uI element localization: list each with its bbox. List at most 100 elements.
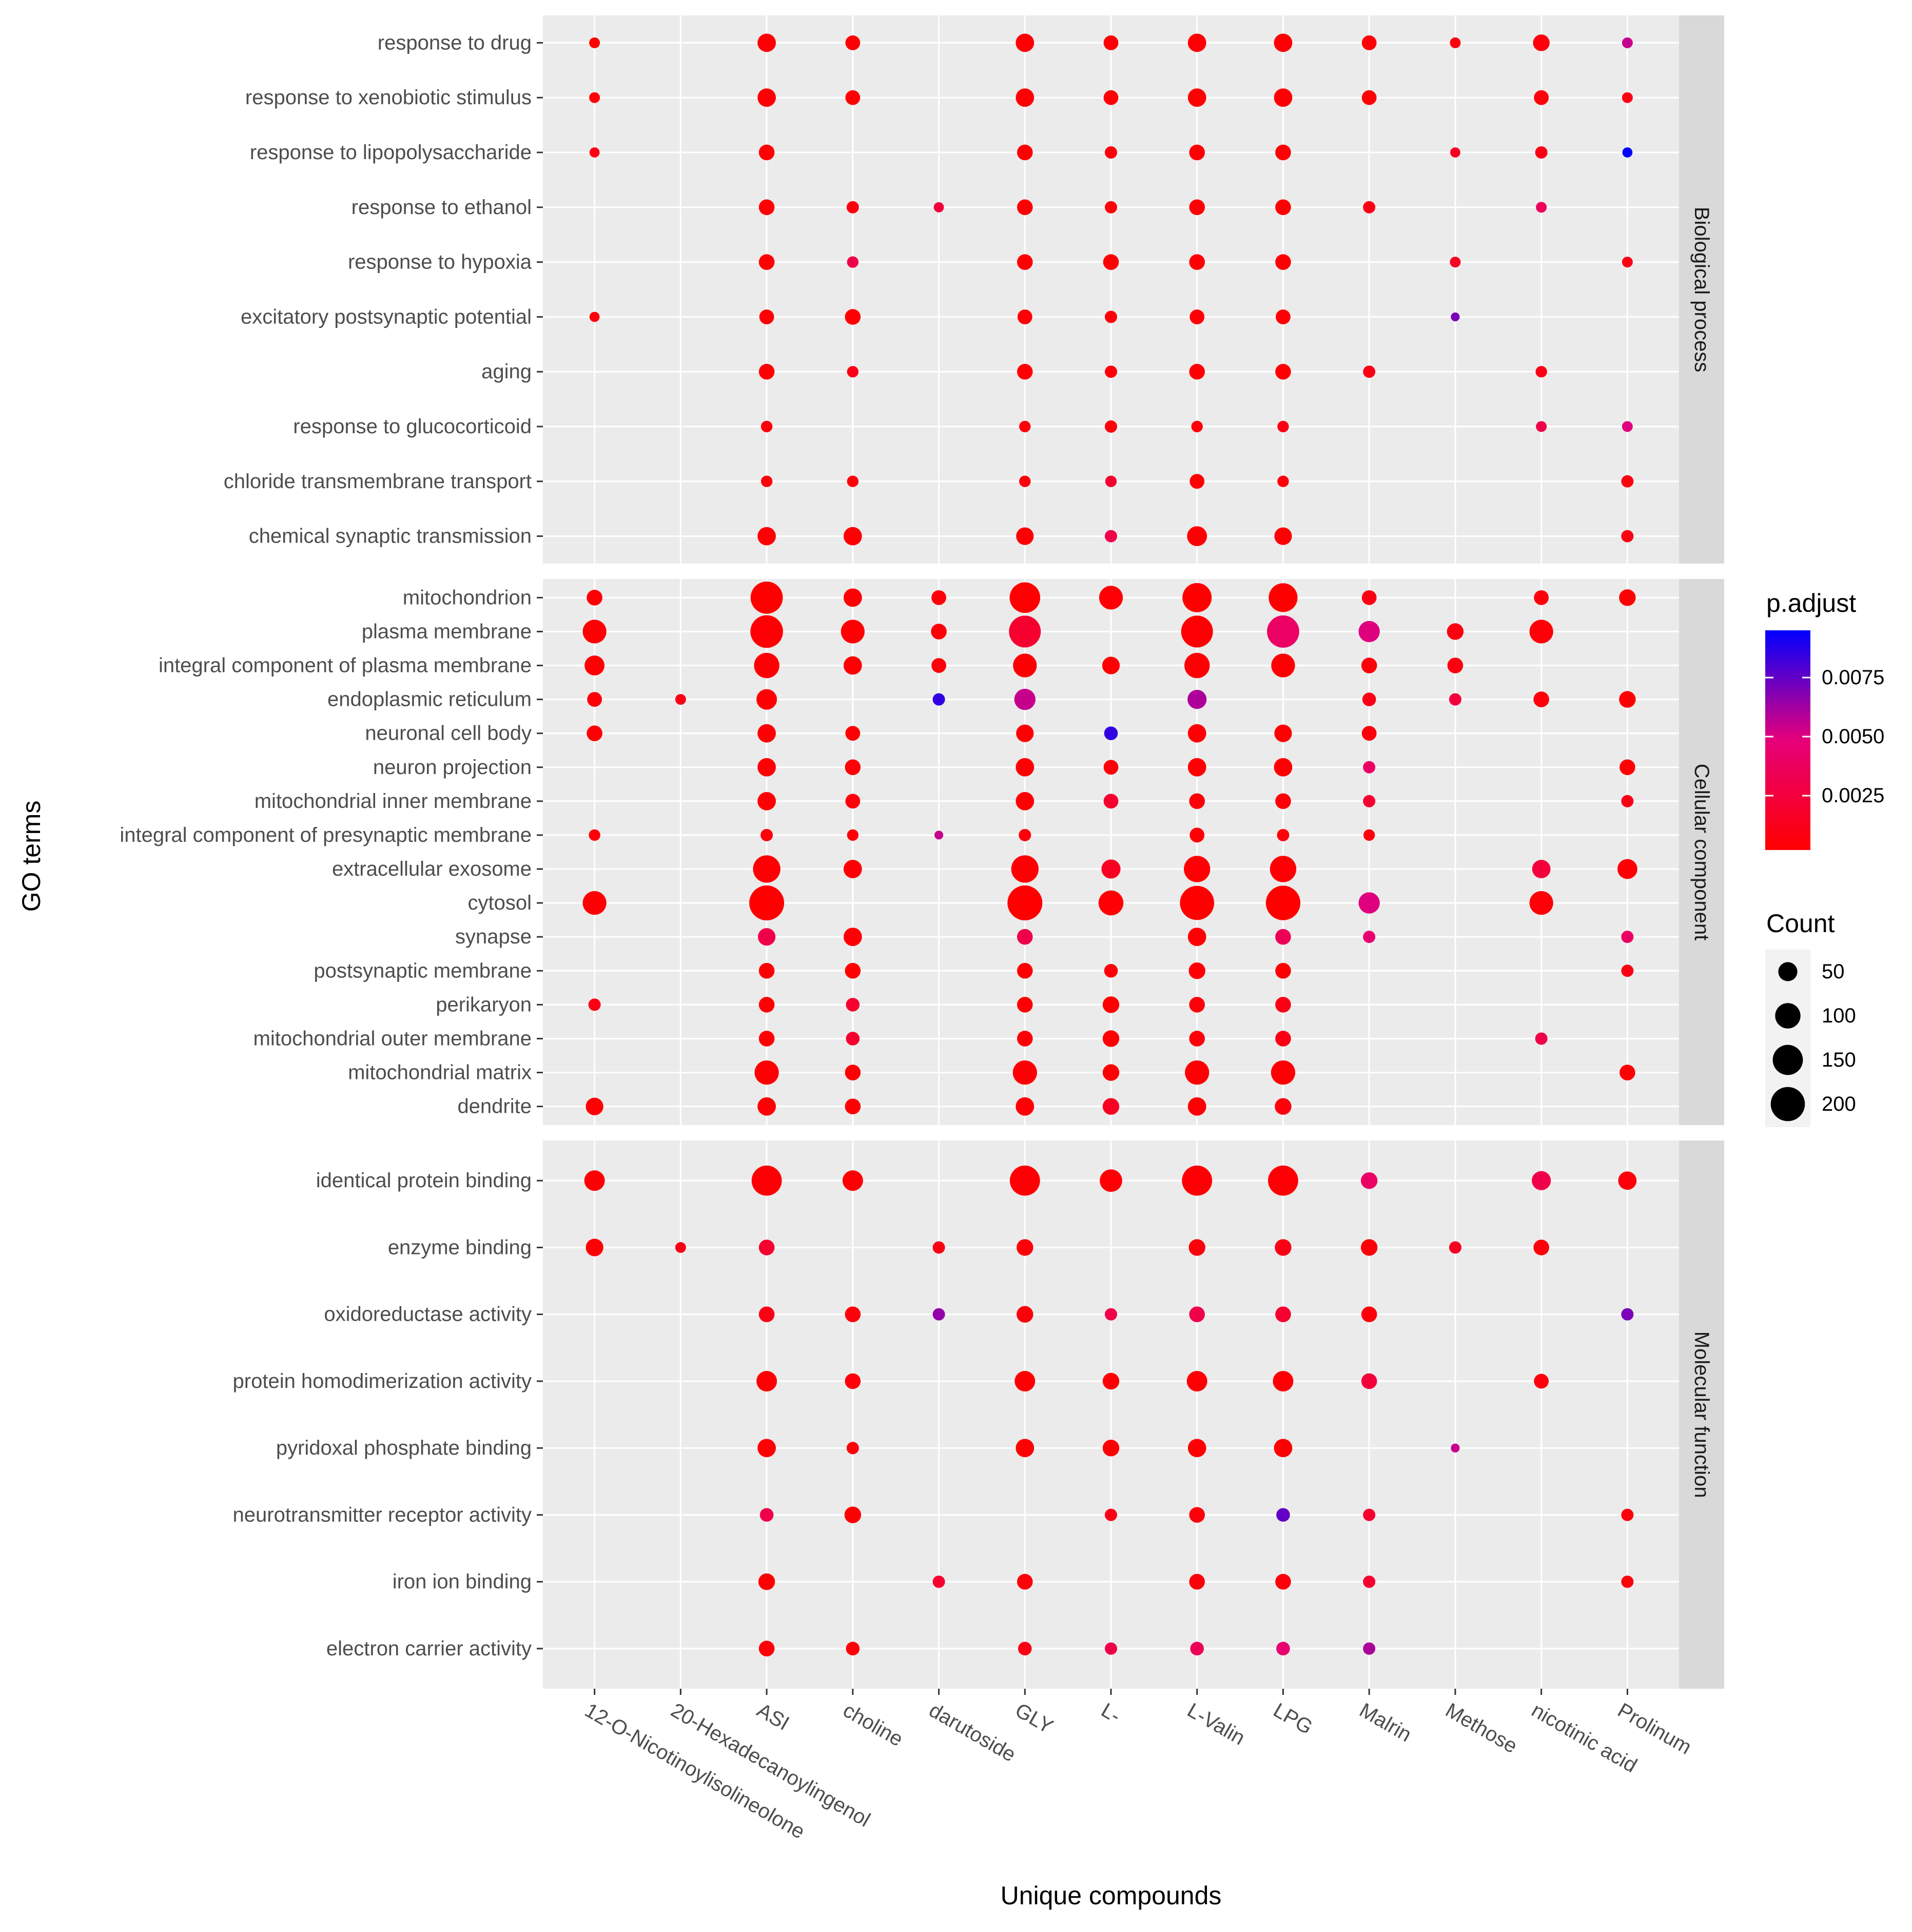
- point-pyridoxal-phosphate-binding-lpg: [1274, 1439, 1293, 1458]
- size-legend-label: 50: [1822, 960, 1845, 983]
- y-tick-label-cytosol: cytosol: [468, 892, 532, 914]
- point-neuron-projection-choline: [845, 759, 861, 776]
- point-extracellular-exosome-nicotinic-acid: [1532, 860, 1551, 878]
- color-legend-label: 0.0050: [1822, 725, 1884, 748]
- point-identical-protein-binding-lpg: [1268, 1165, 1298, 1196]
- point-electron-carrier-activity-l: [1105, 1642, 1117, 1655]
- strip-cellular-component: [1679, 579, 1724, 1125]
- point-identical-protein-binding-l-valin: [1182, 1165, 1213, 1196]
- x-tick-label-l-valin: L-Valin: [1183, 1699, 1248, 1750]
- point-integral-component-of-plasma-membrane-asi: [754, 652, 779, 679]
- point-chloride-transmembrane-transport-l-valin: [1189, 474, 1205, 489]
- point-enzyme-binding-gly: [1017, 1239, 1033, 1256]
- point-endoplasmic-reticulum-asi: [756, 689, 777, 710]
- point-neurotransmitter-receptor-activity-l-valin: [1189, 1507, 1205, 1523]
- point-enzyme-binding-darutoside: [932, 1241, 945, 1254]
- size-legend: Count 50 100 150 200: [1765, 909, 1856, 1127]
- point-postsynaptic-membrane-l: [1104, 964, 1118, 978]
- point-identical-protein-binding-asi: [751, 1165, 782, 1196]
- point-response-to-drug-gly: [1016, 33, 1035, 52]
- point-response-to-drug-asi: [757, 33, 776, 52]
- point-mitochondrion-choline: [843, 588, 862, 607]
- point-response-to-hypoxia-choline: [847, 256, 859, 268]
- point-neurotransmitter-receptor-activity-asi: [759, 1508, 774, 1522]
- point-iron-ion-binding-prolinum: [1621, 1575, 1634, 1588]
- point-excitatory-postsynaptic-potential-choline: [845, 309, 861, 325]
- point-response-to-ethanol-choline: [846, 201, 859, 214]
- strip-label-cellular-component: Cellular component: [1690, 764, 1713, 941]
- y-tick-label-electron-carrier-activity: electron carrier activity: [326, 1637, 532, 1660]
- y-tick-label-excitatory-postsynaptic-potential: excitatory postsynaptic potential: [241, 305, 532, 328]
- point-response-to-glucocorticoid-gly: [1019, 420, 1031, 433]
- x-axis-title: Unique compounds: [1001, 1881, 1222, 1910]
- x-tick-label-choline: choline: [839, 1699, 907, 1751]
- point-response-to-ethanol-l-valin: [1189, 199, 1205, 216]
- point-response-to-ethanol-darutoside: [933, 202, 944, 212]
- point-response-to-lipopolysaccharide-gly: [1017, 144, 1033, 161]
- point-mitochondrial-matrix-prolinum: [1620, 1065, 1635, 1080]
- point-identical-protein-binding-l: [1100, 1169, 1122, 1192]
- point-enzyme-binding-methose: [1449, 1241, 1461, 1254]
- point-response-to-xenobiotic-stimulus-l-valin: [1187, 88, 1206, 107]
- point-pyridoxal-phosphate-binding-l-valin: [1187, 1439, 1206, 1458]
- point-endoplasmic-reticulum-l-valin: [1187, 690, 1207, 709]
- point-mitochondrial-inner-membrane-l-valin: [1189, 793, 1205, 809]
- y-tick-label-iron-ion-binding: iron ion binding: [393, 1571, 532, 1593]
- point-chloride-transmembrane-transport-choline: [847, 475, 859, 487]
- point-protein-homodimerization-activity-asi: [756, 1370, 777, 1392]
- point-enzyme-binding-20-hexadecanoylingenol: [675, 1242, 686, 1253]
- point-response-to-drug-nicotinic-acid: [1533, 34, 1550, 51]
- point-integral-component-of-plasma-membrane-methose: [1447, 658, 1464, 673]
- point-response-to-drug-lpg: [1274, 33, 1293, 52]
- point-response-to-ethanol-malrin: [1363, 201, 1376, 214]
- color-legend-label: 0.0075: [1822, 666, 1884, 689]
- y-tick-label-chemical-synaptic-transmission: chemical synaptic transmission: [249, 525, 532, 548]
- y-tick-label-integral-component-of-presynaptic-membrane: integral component of presynaptic membra…: [120, 824, 532, 846]
- point-response-to-hypoxia-methose: [1450, 257, 1461, 268]
- point-electron-carrier-activity-malrin: [1363, 1642, 1376, 1655]
- color-legend-title: p.adjust: [1766, 589, 1856, 617]
- point-iron-ion-binding-darutoside: [932, 1575, 945, 1588]
- point-enzyme-binding-lpg: [1275, 1239, 1292, 1256]
- point-plasma-membrane-lpg: [1267, 615, 1299, 648]
- point-iron-ion-binding-malrin: [1363, 1575, 1376, 1588]
- point-dendrite-l-valin: [1187, 1097, 1206, 1116]
- point-dendrite-12-o-nicotinoylisolineolone: [586, 1097, 603, 1115]
- y-tick-label-pyridoxal-phosphate-binding: pyridoxal phosphate binding: [276, 1437, 532, 1459]
- point-aging-asi: [758, 363, 775, 380]
- size-legend-label: 200: [1822, 1093, 1856, 1115]
- point-neurotransmitter-receptor-activity-lpg: [1276, 1508, 1290, 1522]
- point-plasma-membrane-choline: [841, 620, 865, 644]
- point-integral-component-of-plasma-membrane-l-valin: [1184, 652, 1210, 679]
- x-tick-label-lpg: LPG: [1270, 1699, 1316, 1739]
- y-tick-label-aging: aging: [481, 360, 532, 383]
- point-enzyme-binding-asi: [758, 1240, 775, 1255]
- point-synapse-lpg: [1275, 929, 1291, 945]
- point-neuron-projection-gly: [1016, 758, 1035, 777]
- point-cytosol-12-o-nicotinoylisolineolone: [582, 891, 607, 915]
- point-aging-nicotinic-acid: [1535, 366, 1547, 378]
- strip-molecular-function: [1679, 1141, 1724, 1689]
- point-pyridoxal-phosphate-binding-methose: [1451, 1443, 1460, 1453]
- point-response-to-lipopolysaccharide-l: [1105, 146, 1117, 159]
- point-electron-carrier-activity-choline: [846, 1641, 860, 1656]
- x-tick-label-darutoside: darutoside: [925, 1699, 1020, 1767]
- point-mitochondrial-outer-membrane-choline: [846, 1032, 860, 1046]
- point-response-to-glucocorticoid-nicotinic-acid: [1536, 421, 1547, 432]
- y-tick-label-response-to-hypoxia: response to hypoxia: [348, 251, 532, 274]
- point-mitochondrial-matrix-asi: [754, 1060, 779, 1085]
- point-integral-component-of-plasma-membrane-malrin: [1361, 658, 1377, 673]
- size-legend-key: [1770, 1087, 1805, 1122]
- point-integral-component-of-plasma-membrane-gly: [1013, 653, 1037, 678]
- point-iron-ion-binding-asi: [758, 1573, 775, 1590]
- point-mitochondrial-outer-membrane-gly: [1017, 1031, 1033, 1047]
- point-endoplasmic-reticulum-darutoside: [932, 693, 945, 706]
- point-excitatory-postsynaptic-potential-lpg: [1276, 310, 1291, 324]
- y-tick-label-identical-protein-binding: identical protein binding: [316, 1169, 532, 1192]
- point-excitatory-postsynaptic-potential-asi: [759, 310, 774, 324]
- point-neuronal-cell-body-12-o-nicotinoylisolineolone: [587, 725, 602, 741]
- point-electron-carrier-activity-asi: [758, 1640, 775, 1657]
- strip-biological-process: [1679, 15, 1724, 564]
- point-response-to-lipopolysaccharide-lpg: [1275, 144, 1291, 161]
- point-chemical-synaptic-transmission-prolinum: [1621, 530, 1634, 543]
